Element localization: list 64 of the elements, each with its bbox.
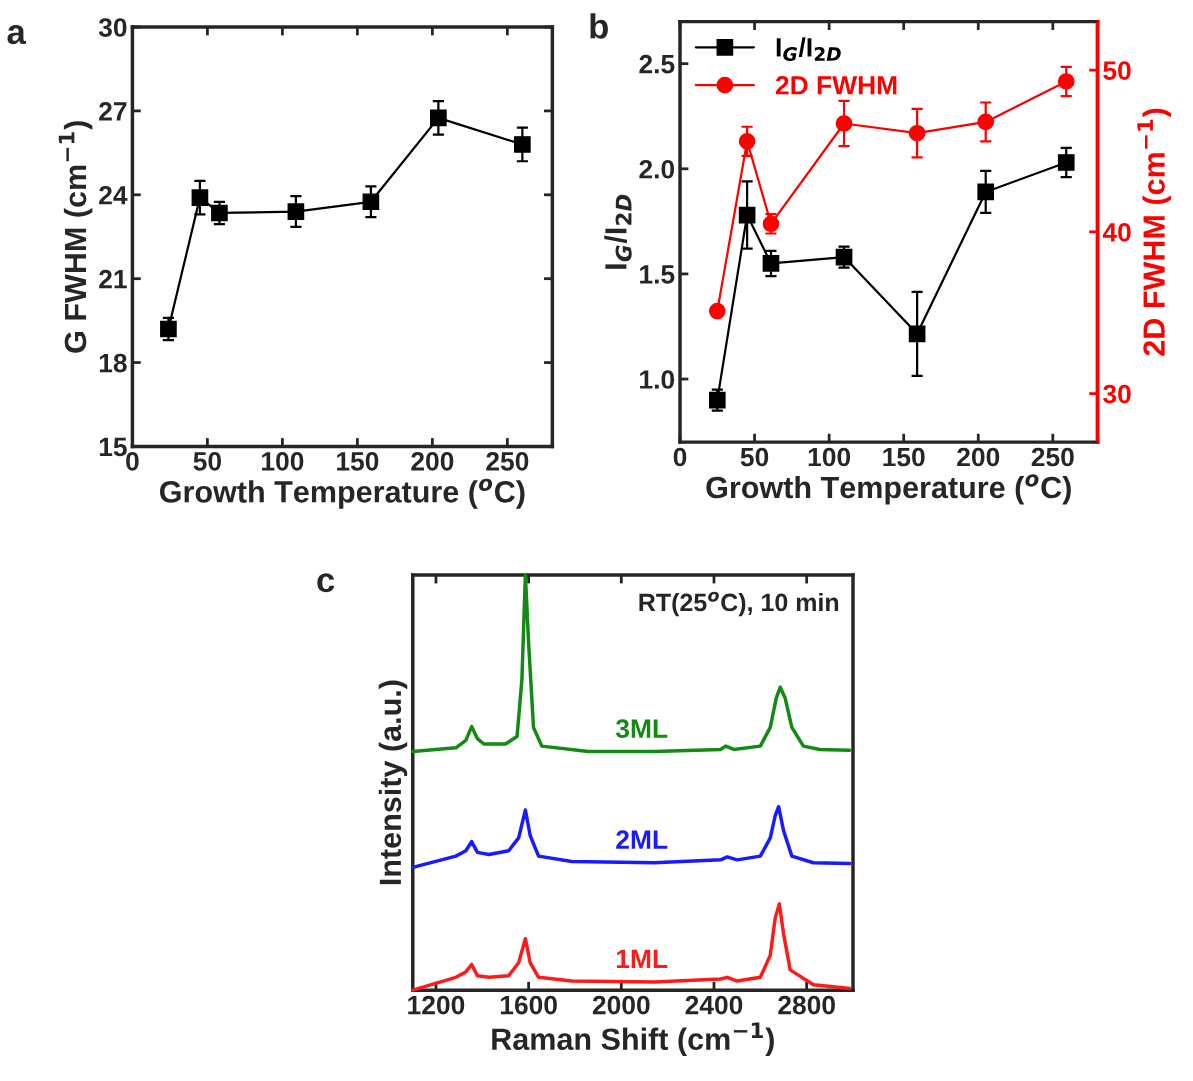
y-axis-title: G FWHM (cm$^{−1}$) [58,121,93,353]
annotation: RT(25$^{o}$C), 10 min [639,591,839,617]
y-tick-label: 1.5 [640,265,675,284]
y-tick-label: 2.5 [639,54,675,74]
text: b [590,13,608,39]
x-tick-label: 0 [673,447,687,467]
series-label: 2ML [616,830,668,849]
y-tick-label: 1.0 [640,370,675,389]
x-tick-label: 250 [1031,447,1074,467]
x-tick-label: 2400 [685,995,743,1015]
y-axis-title: Intensity (a.u.) [378,680,408,885]
point [1057,73,1075,90]
y2-axis-title: 2D FWHM (cm$^{−1}$) [1137,108,1171,356]
y2-tick-label: 30 [1103,384,1131,404]
series-label: 3ML [615,719,668,738]
x-tick-label: 200 [957,447,1000,467]
point [762,255,780,272]
point [1057,154,1075,171]
point [977,183,995,201]
point [738,132,756,150]
x-tick-label: 1200 [408,995,465,1015]
x-tick-label: 2000 [592,995,650,1015]
y-tick-label: 21 [99,269,127,289]
x-tick-label: 1600 [500,995,557,1015]
y-tick-label: 15 [99,437,127,457]
point [908,124,926,142]
point [835,115,853,132]
x-tick-label: 0 [126,452,139,471]
legend-label: 2D FWHM [775,75,897,95]
x-axis-title: Raman Shift (cm$^{−1}$) [492,1022,774,1057]
y-tick-label: 2.0 [639,159,675,179]
x-tick-label: 100 [808,447,851,467]
y-tick-label: 24 [99,185,128,205]
point [977,113,995,131]
x-tick-label: 250 [486,452,529,471]
y-axis-title: I$_{G}$/I$_{2D}$ [604,194,632,269]
x-tick-label: 2800 [778,995,835,1015]
point [430,109,447,127]
point [514,136,531,153]
x-tick-label: 150 [337,452,379,471]
y2-tick-label: 50 [1103,61,1131,80]
point [738,206,756,224]
text: a [7,25,26,45]
x-axis-title: Growth Temperature ($^{o}$C) [706,474,1071,505]
y-tick-label: 18 [99,353,127,373]
legend-label: I$_{G}$/I$_{2D}$ [776,37,841,62]
text: c [317,573,335,593]
x-tick-label: 50 [193,452,222,471]
point [287,203,305,220]
point [708,302,726,320]
point [211,204,228,222]
x-axis-title: Growth Temperature ($^{o}$C) [160,478,525,509]
point [908,325,926,343]
series-label: 1ML [616,949,668,968]
y-tick-label: 30 [98,18,127,37]
x-tick-label: 200 [411,452,454,471]
y2-tick-label: 40 [1102,223,1131,242]
point [160,320,177,338]
x-tick-label: 150 [883,447,925,467]
x-tick-label: 100 [262,452,304,471]
point [362,193,380,211]
x-tick-label: 50 [740,447,769,467]
y-tick-label: 27 [99,102,127,121]
point [191,189,209,206]
